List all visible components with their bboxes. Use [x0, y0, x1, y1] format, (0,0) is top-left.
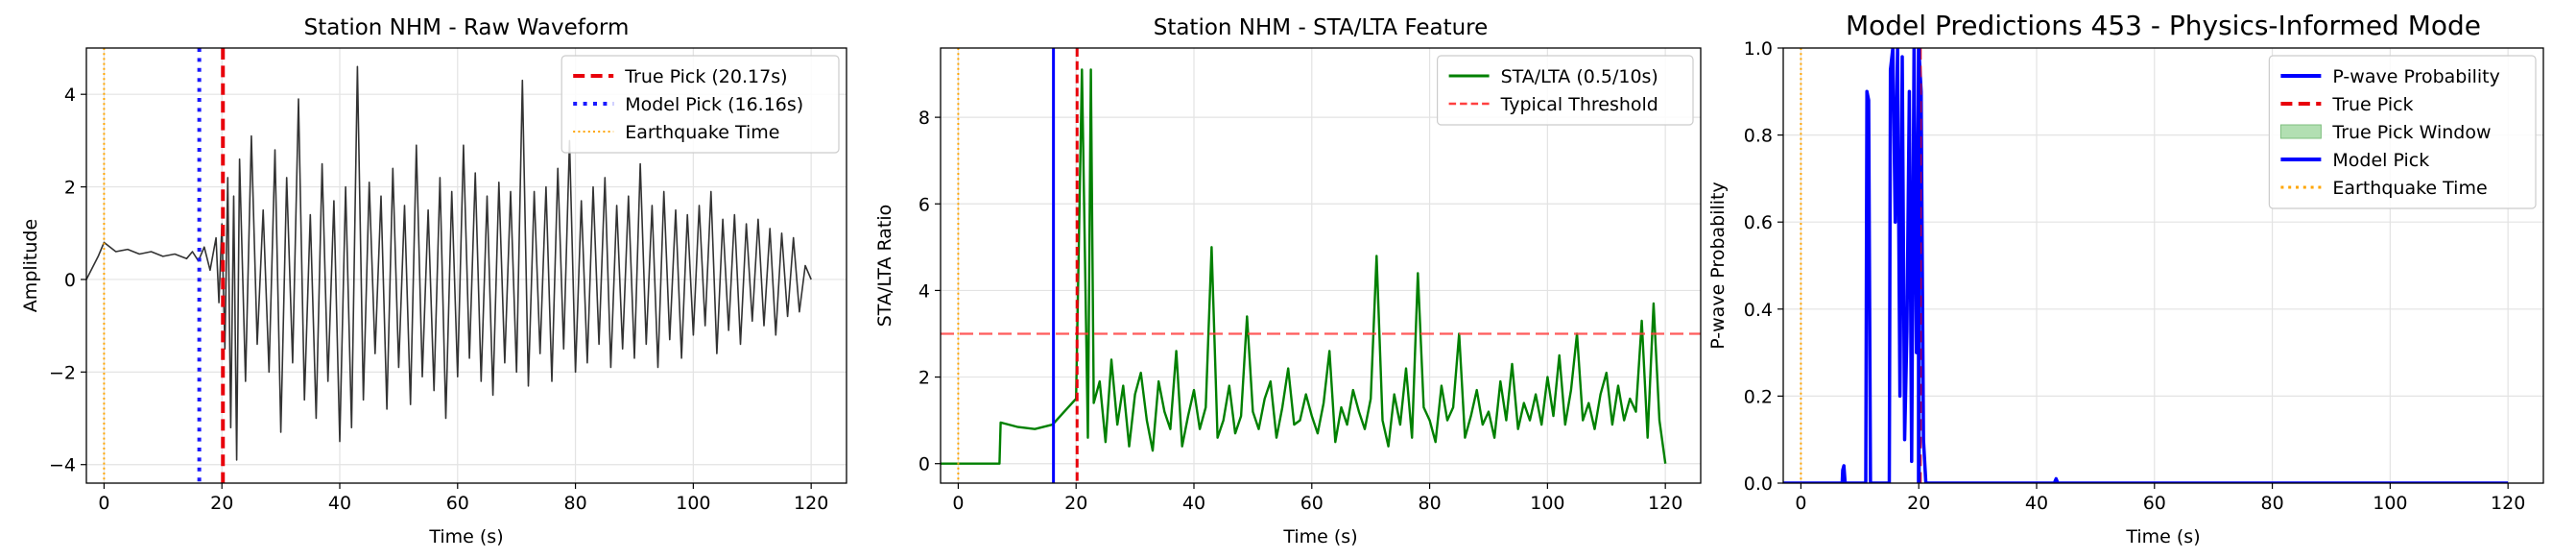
legend-label: True Pick: [2331, 94, 2413, 115]
plot-area: [941, 48, 1701, 483]
y-tick-label: 0.2: [1744, 386, 1773, 407]
x-tick-label: 80: [563, 493, 586, 514]
legend: True Pick (20.17s) Model Pick (16.16s) Ear…: [561, 55, 840, 154]
y-tick-label: 1.0: [1744, 38, 1773, 60]
y-tick-label: 0: [918, 454, 930, 475]
legend: STA/LTA (0.5/10s) Typical Threshold: [1436, 55, 1694, 126]
legend-label: True Pick Window: [2331, 122, 2491, 143]
chart-title: Model Predictions 453 - Physics-Informed…: [1846, 10, 2481, 41]
axes-frame: [85, 47, 847, 484]
legend-label: Earthquake Time: [2332, 178, 2487, 199]
y-tick-label: 0.0: [1744, 474, 1773, 495]
x-axis-label: Time (s): [428, 526, 503, 547]
y-tick-label: 2: [64, 178, 76, 199]
legend-label: Earthquake Time: [625, 122, 779, 143]
x-tick-label: 60: [2143, 493, 2166, 514]
panel-raw-waveform: 0 20 40 60 80 100 120 −4 −2 0 2 4 Station NHM - Raw …: [20, 15, 847, 547]
axes-frame: [940, 47, 1702, 484]
x-tick-label: 100: [2373, 493, 2407, 514]
x-tick-label: 80: [2260, 493, 2283, 514]
y-axis-label: STA/LTA Ratio: [874, 205, 895, 328]
y-tick-label: 4: [64, 85, 76, 106]
x-tick-label: 60: [446, 493, 469, 514]
legend-label: Model Pick: [2332, 150, 2429, 171]
series-line: [1783, 48, 2509, 483]
x-tick-label: 20: [1907, 493, 1930, 514]
y-tick-label: 0.6: [1744, 212, 1773, 233]
x-axis-label: Time (s): [2125, 526, 2200, 547]
panel-sta-lta-feature: 0 20 40 60 80 100 120 0 2 4 6 8 Station NHM - STA/LT…: [874, 15, 1702, 547]
y-tick-label: 0: [64, 270, 76, 291]
y-tick-label: 4: [918, 280, 930, 302]
series-line: [86, 65, 812, 461]
x-tick-label: 20: [210, 493, 233, 514]
x-tick-label: 0: [1795, 493, 1806, 514]
x-tick-label: 40: [2025, 493, 2048, 514]
legend-label: STA/LTA (0.5/10s): [1501, 66, 1658, 87]
x-tick-label: 0: [952, 493, 964, 514]
y-tick-label: 2: [918, 368, 930, 389]
x-tick-label: 120: [794, 493, 828, 514]
x-axis-label: Time (s): [1282, 526, 1357, 547]
y-tick-label: 0.4: [1744, 300, 1773, 321]
x-tick-label: 20: [1064, 493, 1087, 514]
x-tick-label: 40: [328, 493, 351, 514]
x-tick-label: 60: [1300, 493, 1324, 514]
x-tick-label: 100: [1530, 493, 1564, 514]
chart-title: Station NHM - Raw Waveform: [304, 15, 630, 40]
legend-label: Typical Threshold: [1500, 94, 1658, 115]
legend-label: True Pick (20.17s): [624, 66, 787, 87]
axes-frame: [1782, 47, 2544, 484]
legend-box: [1436, 55, 1694, 126]
y-axis-label: Amplitude: [20, 219, 41, 312]
legend-box: [2268, 55, 2537, 209]
plot-area: [1783, 48, 2509, 483]
legend-label: Model Pick (16.16s): [625, 94, 803, 115]
y-tick-label: 0.8: [1744, 126, 1773, 147]
chart-title: Station NHM - STA/LTA Feature: [1154, 15, 1489, 40]
legend-swatch: [2279, 124, 2322, 139]
x-tick-label: 100: [676, 493, 710, 514]
legend-label: P-wave Probability: [2332, 66, 2500, 87]
y-tick-label: −4: [49, 455, 76, 476]
series-line: [941, 68, 1667, 465]
x-tick-label: 120: [1648, 493, 1682, 514]
x-tick-label: 80: [1418, 493, 1441, 514]
y-tick-label: 8: [918, 108, 930, 129]
y-axis-label: P-wave Probability: [1707, 182, 1729, 350]
x-tick-label: 40: [1182, 493, 1205, 514]
x-tick-label: 0: [98, 493, 109, 514]
panel-model-predictions: 0 20 40 60 80 100 120 0.0 0.2 0.4 0.6 0.8 1.0 Model P…: [1707, 10, 2544, 547]
x-tick-label: 120: [2491, 493, 2525, 514]
plot-area: [86, 48, 812, 483]
y-tick-label: 6: [918, 194, 930, 215]
y-tick-label: −2: [49, 362, 76, 383]
legend: P-wave Probability True Pick True Pick Win…: [2268, 55, 2537, 209]
legend-box: [561, 55, 840, 154]
